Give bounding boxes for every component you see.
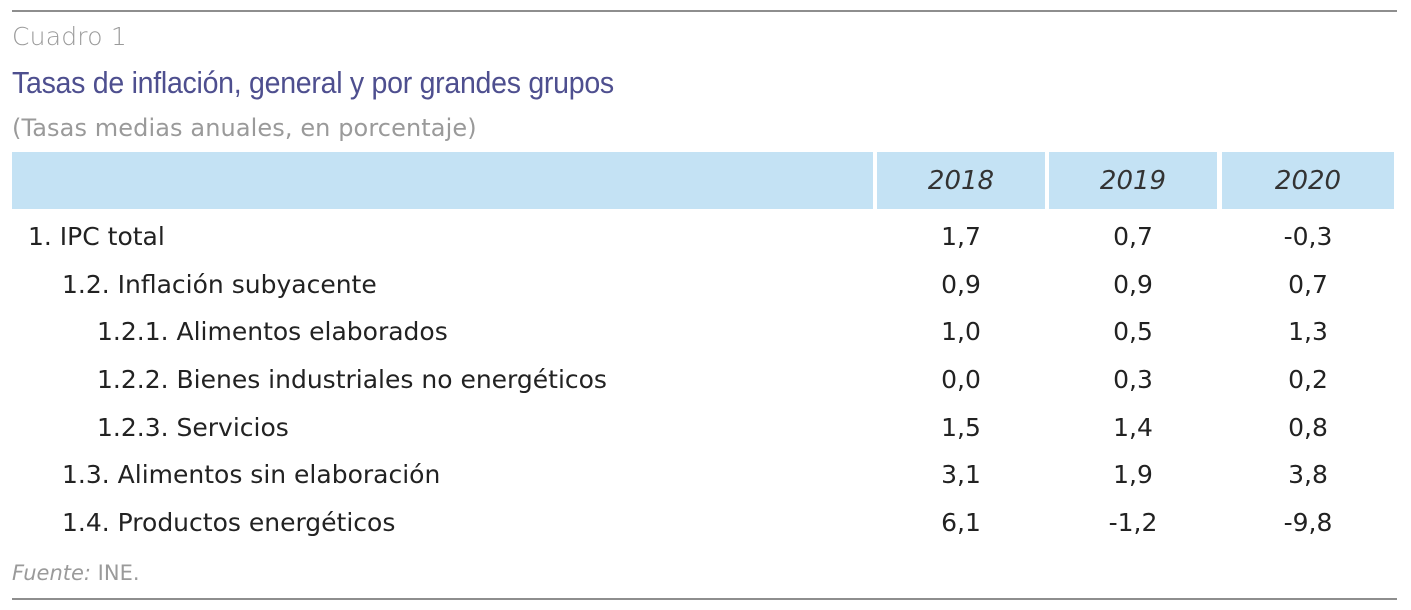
row-value-2019: 1,9 (1113, 460, 1153, 489)
bottom-rule (12, 598, 1397, 600)
row-value-2019: 0,3 (1113, 365, 1153, 394)
row-value-2018: 0,9 (941, 270, 981, 299)
row-label: 1.2.1. Alimentos elaborados (97, 317, 448, 346)
header-year-2019: 2019 (1049, 152, 1217, 209)
row-value-2018: 0,0 (941, 365, 981, 394)
row-value-2018: 1,5 (941, 413, 981, 442)
row-label: 1.3. Alimentos sin elaboración (62, 460, 441, 489)
header-year-2018: 2018 (877, 152, 1045, 209)
source-label: Fuente: (12, 561, 91, 585)
source-text: INE. (91, 561, 140, 585)
row-label: 1.4. Productos energéticos (62, 508, 396, 537)
row-value-2018: 3,1 (941, 460, 981, 489)
row-value-2019: 0,7 (1113, 222, 1153, 251)
top-rule (12, 10, 1397, 12)
row-value-2019: 1,4 (1113, 413, 1153, 442)
row-value-2020: -0,3 (1283, 222, 1333, 251)
row-value-2019: 0,9 (1113, 270, 1153, 299)
row-value-2019: -1,2 (1108, 508, 1158, 537)
row-value-2020: 3,8 (1288, 460, 1328, 489)
table-row: 1.3. Alimentos sin elaboración 3,1 1,9 3… (12, 451, 1394, 499)
row-label: 1.2.2. Bienes industriales no energético… (97, 365, 607, 394)
row-value-2018: 1,0 (941, 317, 981, 346)
source-note: Fuente: INE. (12, 561, 140, 585)
row-label: 1. IPC total (28, 222, 165, 251)
row-value-2020: -9,8 (1283, 508, 1333, 537)
table-row: 1.4. Productos energéticos 6,1 -1,2 -9,8 (12, 499, 1394, 547)
row-label: 1.2.3. Servicios (97, 413, 289, 442)
row-value-2018: 1,7 (941, 222, 981, 251)
row-value-2020: 1,3 (1288, 317, 1328, 346)
row-value-2018: 6,1 (941, 508, 981, 537)
row-label: 1.2. Inflación subyacente (62, 270, 377, 299)
table-row: 1.2.2. Bienes industriales no energético… (12, 356, 1394, 404)
table-row: 1.2.3. Servicios 1,5 1,4 0,8 (12, 404, 1394, 452)
row-value-2020: 0,2 (1288, 365, 1328, 394)
table-row: 1.2. Inflación subyacente 0,9 0,9 0,7 (12, 261, 1394, 309)
row-value-2020: 0,8 (1288, 413, 1328, 442)
table-subtitle: (Tasas medias anuales, en porcentaje) (12, 114, 477, 142)
table-row: 1. IPC total 1,7 0,7 -0,3 (12, 213, 1394, 261)
row-value-2019: 0,5 (1113, 317, 1153, 346)
header-year-2020: 2020 (1222, 152, 1394, 209)
header-label-cell (12, 152, 873, 209)
table-caption: Cuadro 1 (12, 22, 127, 51)
row-value-2020: 0,7 (1288, 270, 1328, 299)
table-header-row: 2018 2019 2020 (12, 152, 1394, 209)
table-row: 1.2.1. Alimentos elaborados 1,0 0,5 1,3 (12, 308, 1394, 356)
table-title: Tasas de inflación, general y por grande… (12, 65, 614, 100)
